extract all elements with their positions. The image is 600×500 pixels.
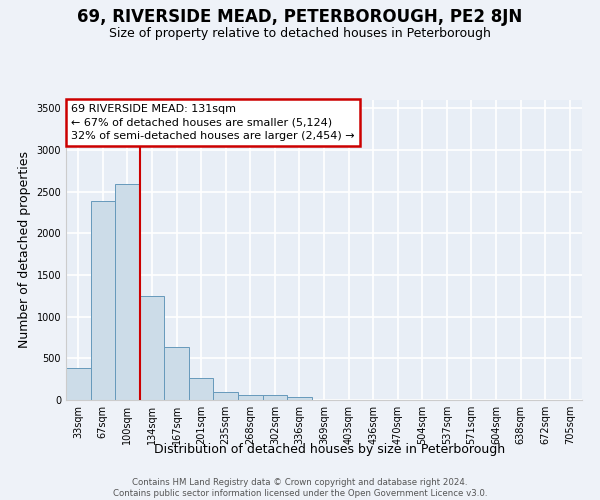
- Bar: [91, 201, 115, 400]
- Bar: [263, 395, 287, 400]
- Text: Contains HM Land Registry data © Crown copyright and database right 2024.
Contai: Contains HM Land Registry data © Crown c…: [113, 478, 487, 498]
- Text: Distribution of detached houses by size in Peterborough: Distribution of detached houses by size …: [154, 442, 506, 456]
- Bar: [287, 396, 312, 400]
- Bar: [164, 346, 189, 400]
- Y-axis label: Number of detached properties: Number of detached properties: [18, 152, 31, 348]
- Bar: [214, 392, 238, 400]
- Text: 69 RIVERSIDE MEAD: 131sqm
← 67% of detached houses are smaller (5,124)
32% of se: 69 RIVERSIDE MEAD: 131sqm ← 67% of detac…: [71, 104, 355, 141]
- Text: 69, RIVERSIDE MEAD, PETERBOROUGH, PE2 8JN: 69, RIVERSIDE MEAD, PETERBOROUGH, PE2 8J…: [77, 8, 523, 26]
- Bar: [189, 378, 214, 400]
- Bar: [66, 368, 91, 400]
- Bar: [115, 184, 140, 400]
- Text: Size of property relative to detached houses in Peterborough: Size of property relative to detached ho…: [109, 28, 491, 40]
- Bar: [238, 395, 263, 400]
- Bar: [140, 296, 164, 400]
